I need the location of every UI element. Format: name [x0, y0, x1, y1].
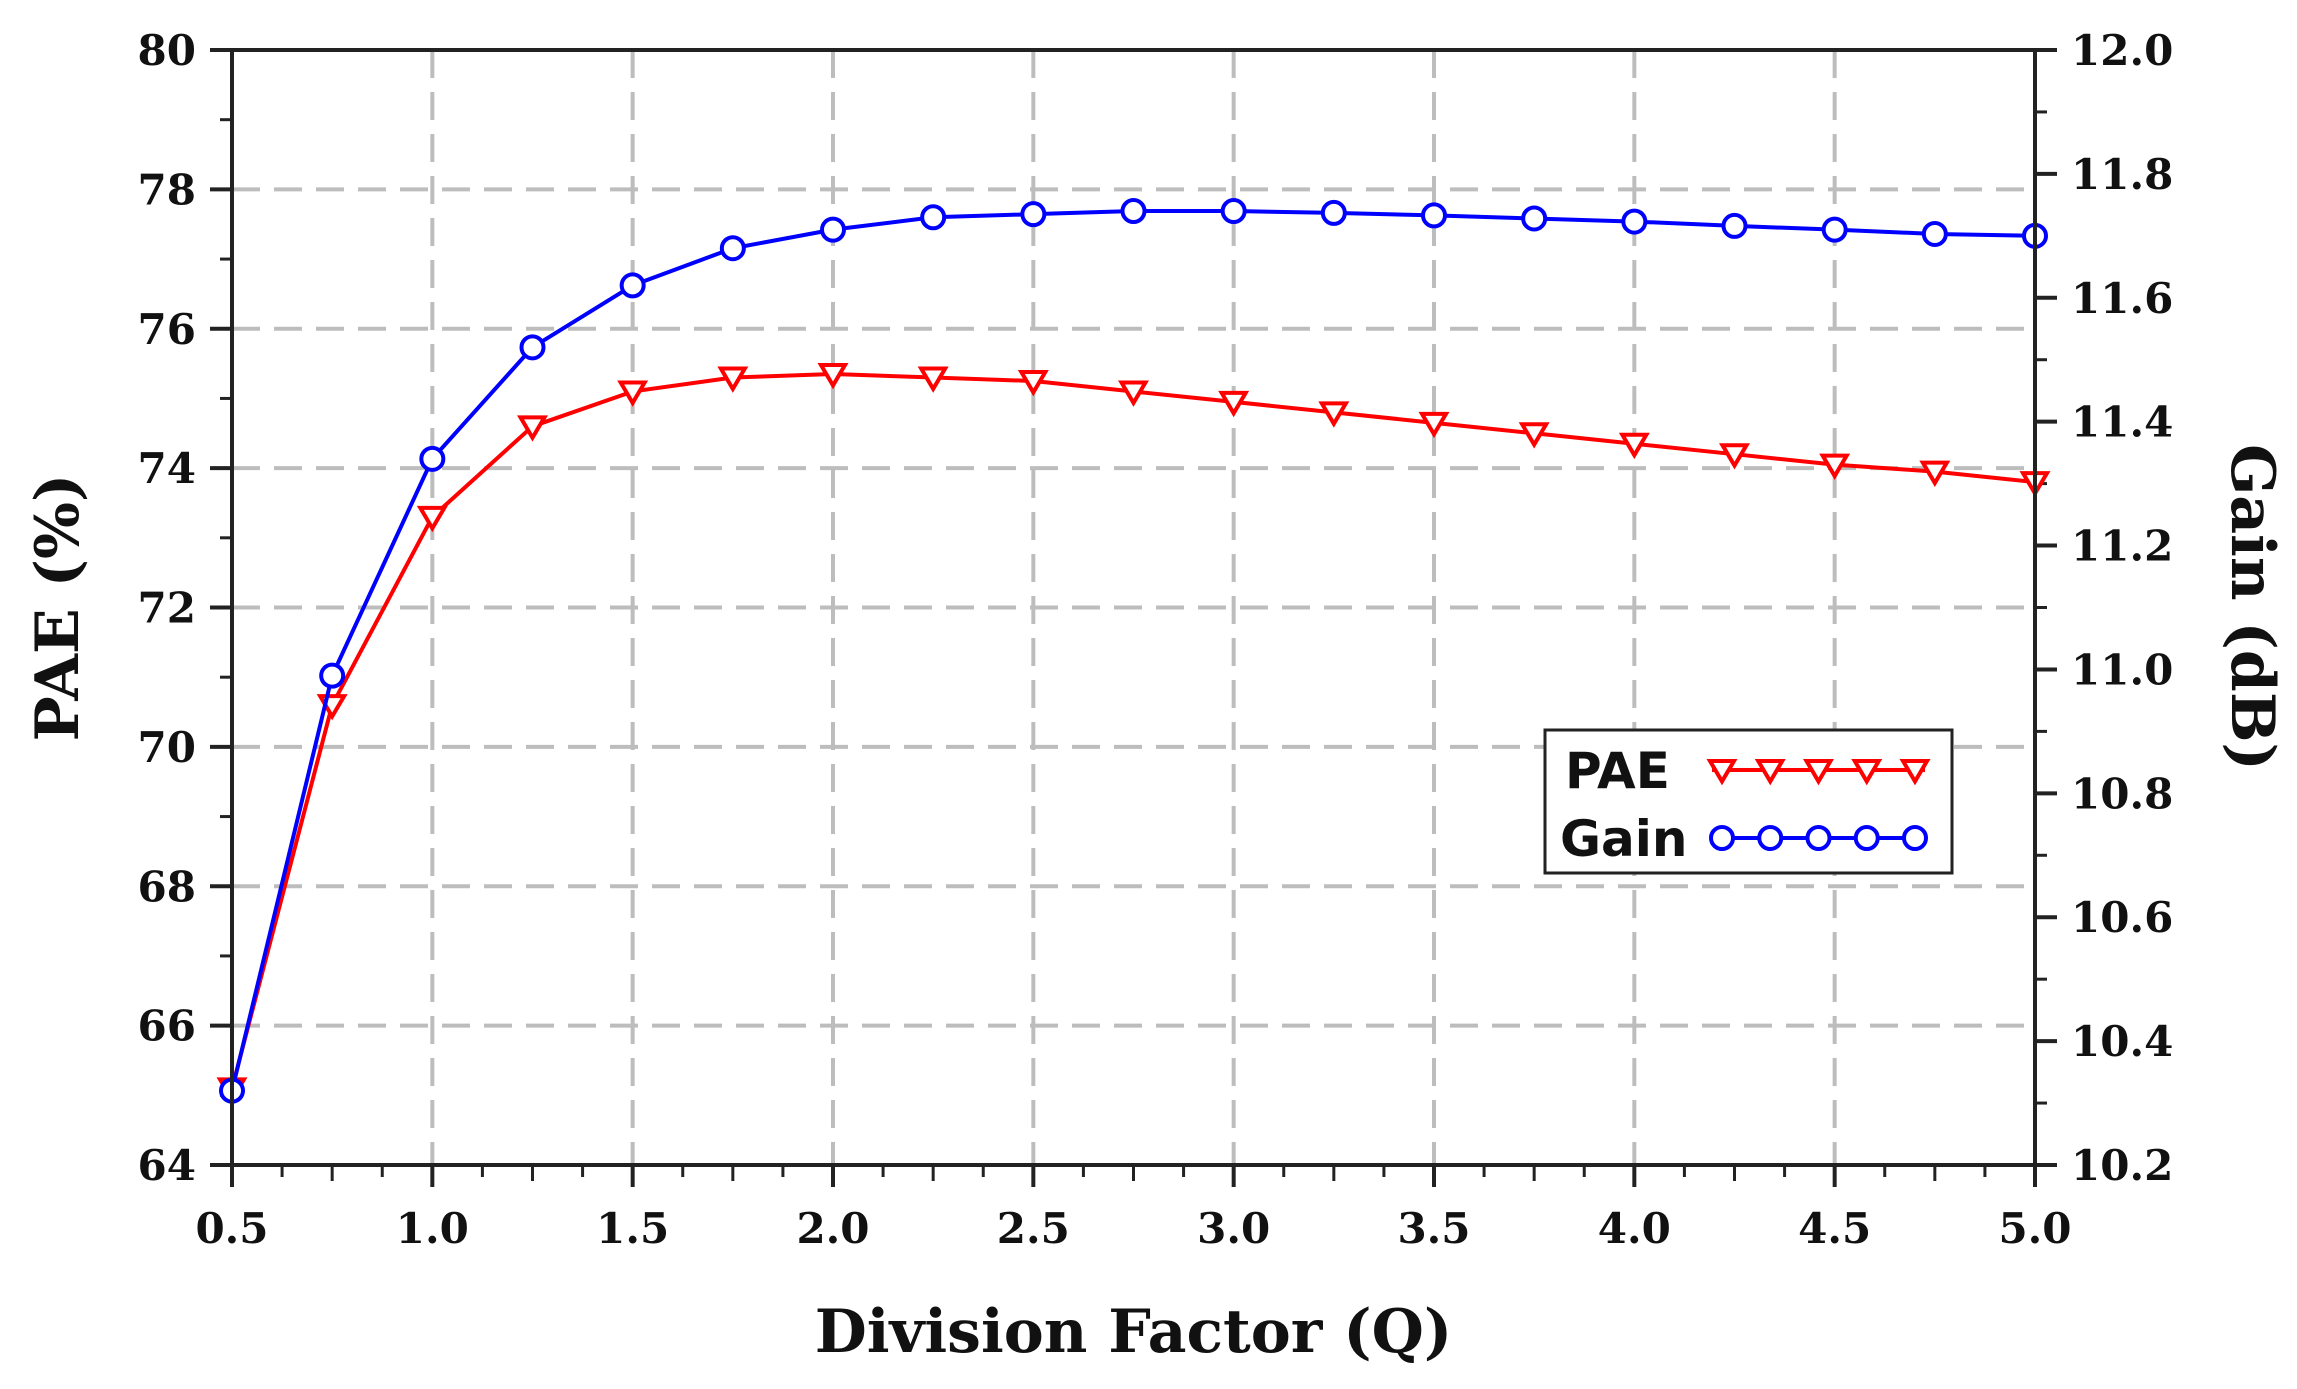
gain-point: [719, 235, 746, 262]
pae-point: [1706, 759, 1738, 786]
y-axis-right-title: Gain (dB): [2217, 444, 2287, 771]
y-right-tick-label: 11.8: [2071, 150, 2173, 199]
y-axis-left-title: PAE (%): [23, 474, 93, 742]
legend-box: [1543, 728, 1954, 875]
y-right-tick-label: 11.0: [2071, 645, 2173, 694]
y-left-tick-label: 70: [138, 723, 196, 772]
y-right-tick-label: 11.2: [2071, 522, 2173, 571]
y-right-tick-label: 10.2: [2071, 1141, 2173, 1190]
plot-frame: [230, 48, 2037, 1167]
pae-point: [1218, 390, 1250, 418]
pae-point: [1899, 759, 1931, 786]
gain-point: [1709, 825, 1735, 851]
pae-point: [617, 380, 649, 407]
x-tick-label: 0.5: [195, 1204, 268, 1253]
gain-point: [1421, 202, 1447, 229]
legend-label-gain: Gain: [1560, 810, 1688, 868]
x-tick-label: 3.5: [1397, 1204, 1470, 1253]
gain-point: [519, 334, 546, 361]
y-left-tick-label: 74: [138, 444, 196, 493]
x-tick-label: 2.5: [997, 1204, 1070, 1253]
gain-point: [1220, 198, 1247, 225]
y-left-tick-label: 78: [138, 165, 196, 214]
pae-point: [717, 366, 749, 393]
x-tick-label: 5.0: [1998, 1204, 2071, 1253]
pae-point: [1017, 370, 1049, 397]
pae-point: [1719, 443, 1750, 470]
y-left-tick-label: 64: [138, 1141, 196, 1190]
y-left-tick-label: 66: [138, 1002, 196, 1051]
series-gain: [219, 198, 2048, 1104]
x-tick-label: 4.5: [1798, 1204, 1871, 1253]
gain-point: [1921, 220, 1948, 247]
gain-point: [820, 216, 846, 243]
pae-point: [1118, 380, 1149, 407]
legend: PAE Gain: [1543, 728, 1954, 875]
pae-point: [1318, 401, 1350, 428]
y-right-tick-label: 11.4: [2071, 398, 2173, 447]
pae-point: [1851, 759, 1883, 786]
x-tick-label: 3.0: [1197, 1204, 1270, 1253]
gain-point: [920, 204, 947, 231]
gain-point: [1757, 825, 1784, 851]
legend-label-pae: PAE: [1565, 742, 1670, 800]
y-right-tick-label: 12.0: [2071, 26, 2173, 75]
gain-point: [1721, 212, 1748, 239]
gain-point: [1320, 199, 1347, 226]
pae-point: [416, 505, 448, 533]
x-tick-label: 1.0: [396, 1204, 469, 1253]
gain-point: [419, 445, 446, 472]
pae-point: [1754, 759, 1786, 786]
pae-point: [1418, 411, 1450, 439]
y-left-tick-label: 68: [138, 862, 196, 911]
pae-point: [1803, 759, 1834, 786]
y-right-tick-label: 10.4: [2071, 1017, 2173, 1066]
y-left-tick-label: 72: [138, 584, 196, 633]
gain-point: [1120, 198, 1147, 225]
y-left-tick-label: 80: [138, 26, 196, 75]
gain-point: [319, 662, 346, 689]
pae-point: [1618, 432, 1650, 460]
x-tick-label: 1.5: [596, 1204, 669, 1253]
pae-point: [917, 366, 949, 393]
pae-point: [1819, 453, 1851, 480]
y-right-tick-label: 10.6: [2071, 893, 2173, 942]
gain-point: [1821, 216, 1848, 243]
series-pae: [216, 363, 2051, 1104]
gain-point: [1805, 825, 1832, 851]
gain-line: [230, 209, 2036, 1092]
grid: [232, 50, 2035, 1165]
gain-point: [1521, 205, 1548, 232]
gain-point: [1902, 825, 1928, 851]
y-right-tick-label: 10.8: [2071, 769, 2173, 818]
y-right-tick-label: 11.6: [2071, 274, 2173, 323]
x-tick-label: 4.0: [1598, 1204, 1671, 1253]
gain-point: [1621, 208, 1648, 235]
y-left-tick-label: 76: [138, 305, 196, 354]
pae-point: [817, 363, 849, 390]
x-tick-label: 2.0: [796, 1204, 869, 1253]
gain-point: [1853, 825, 1880, 851]
pae-point: [517, 415, 548, 442]
legend-sample-pae: [1706, 759, 1931, 786]
gain-point: [1020, 201, 1047, 228]
series: [216, 198, 2051, 1104]
legend-sample-gain: [1709, 825, 1928, 851]
pae-point: [1919, 460, 1951, 487]
x-axis-title: Division Factor (Q): [815, 1297, 1453, 1367]
gain-point: [619, 272, 646, 299]
pae-point: [1518, 422, 1550, 449]
tick-labels: 0.5 1.0 1.5 2.0 2.5 3.0 3.5 4.0 4.5 5.0 64 66 68 70 72…: [138, 26, 2174, 1253]
